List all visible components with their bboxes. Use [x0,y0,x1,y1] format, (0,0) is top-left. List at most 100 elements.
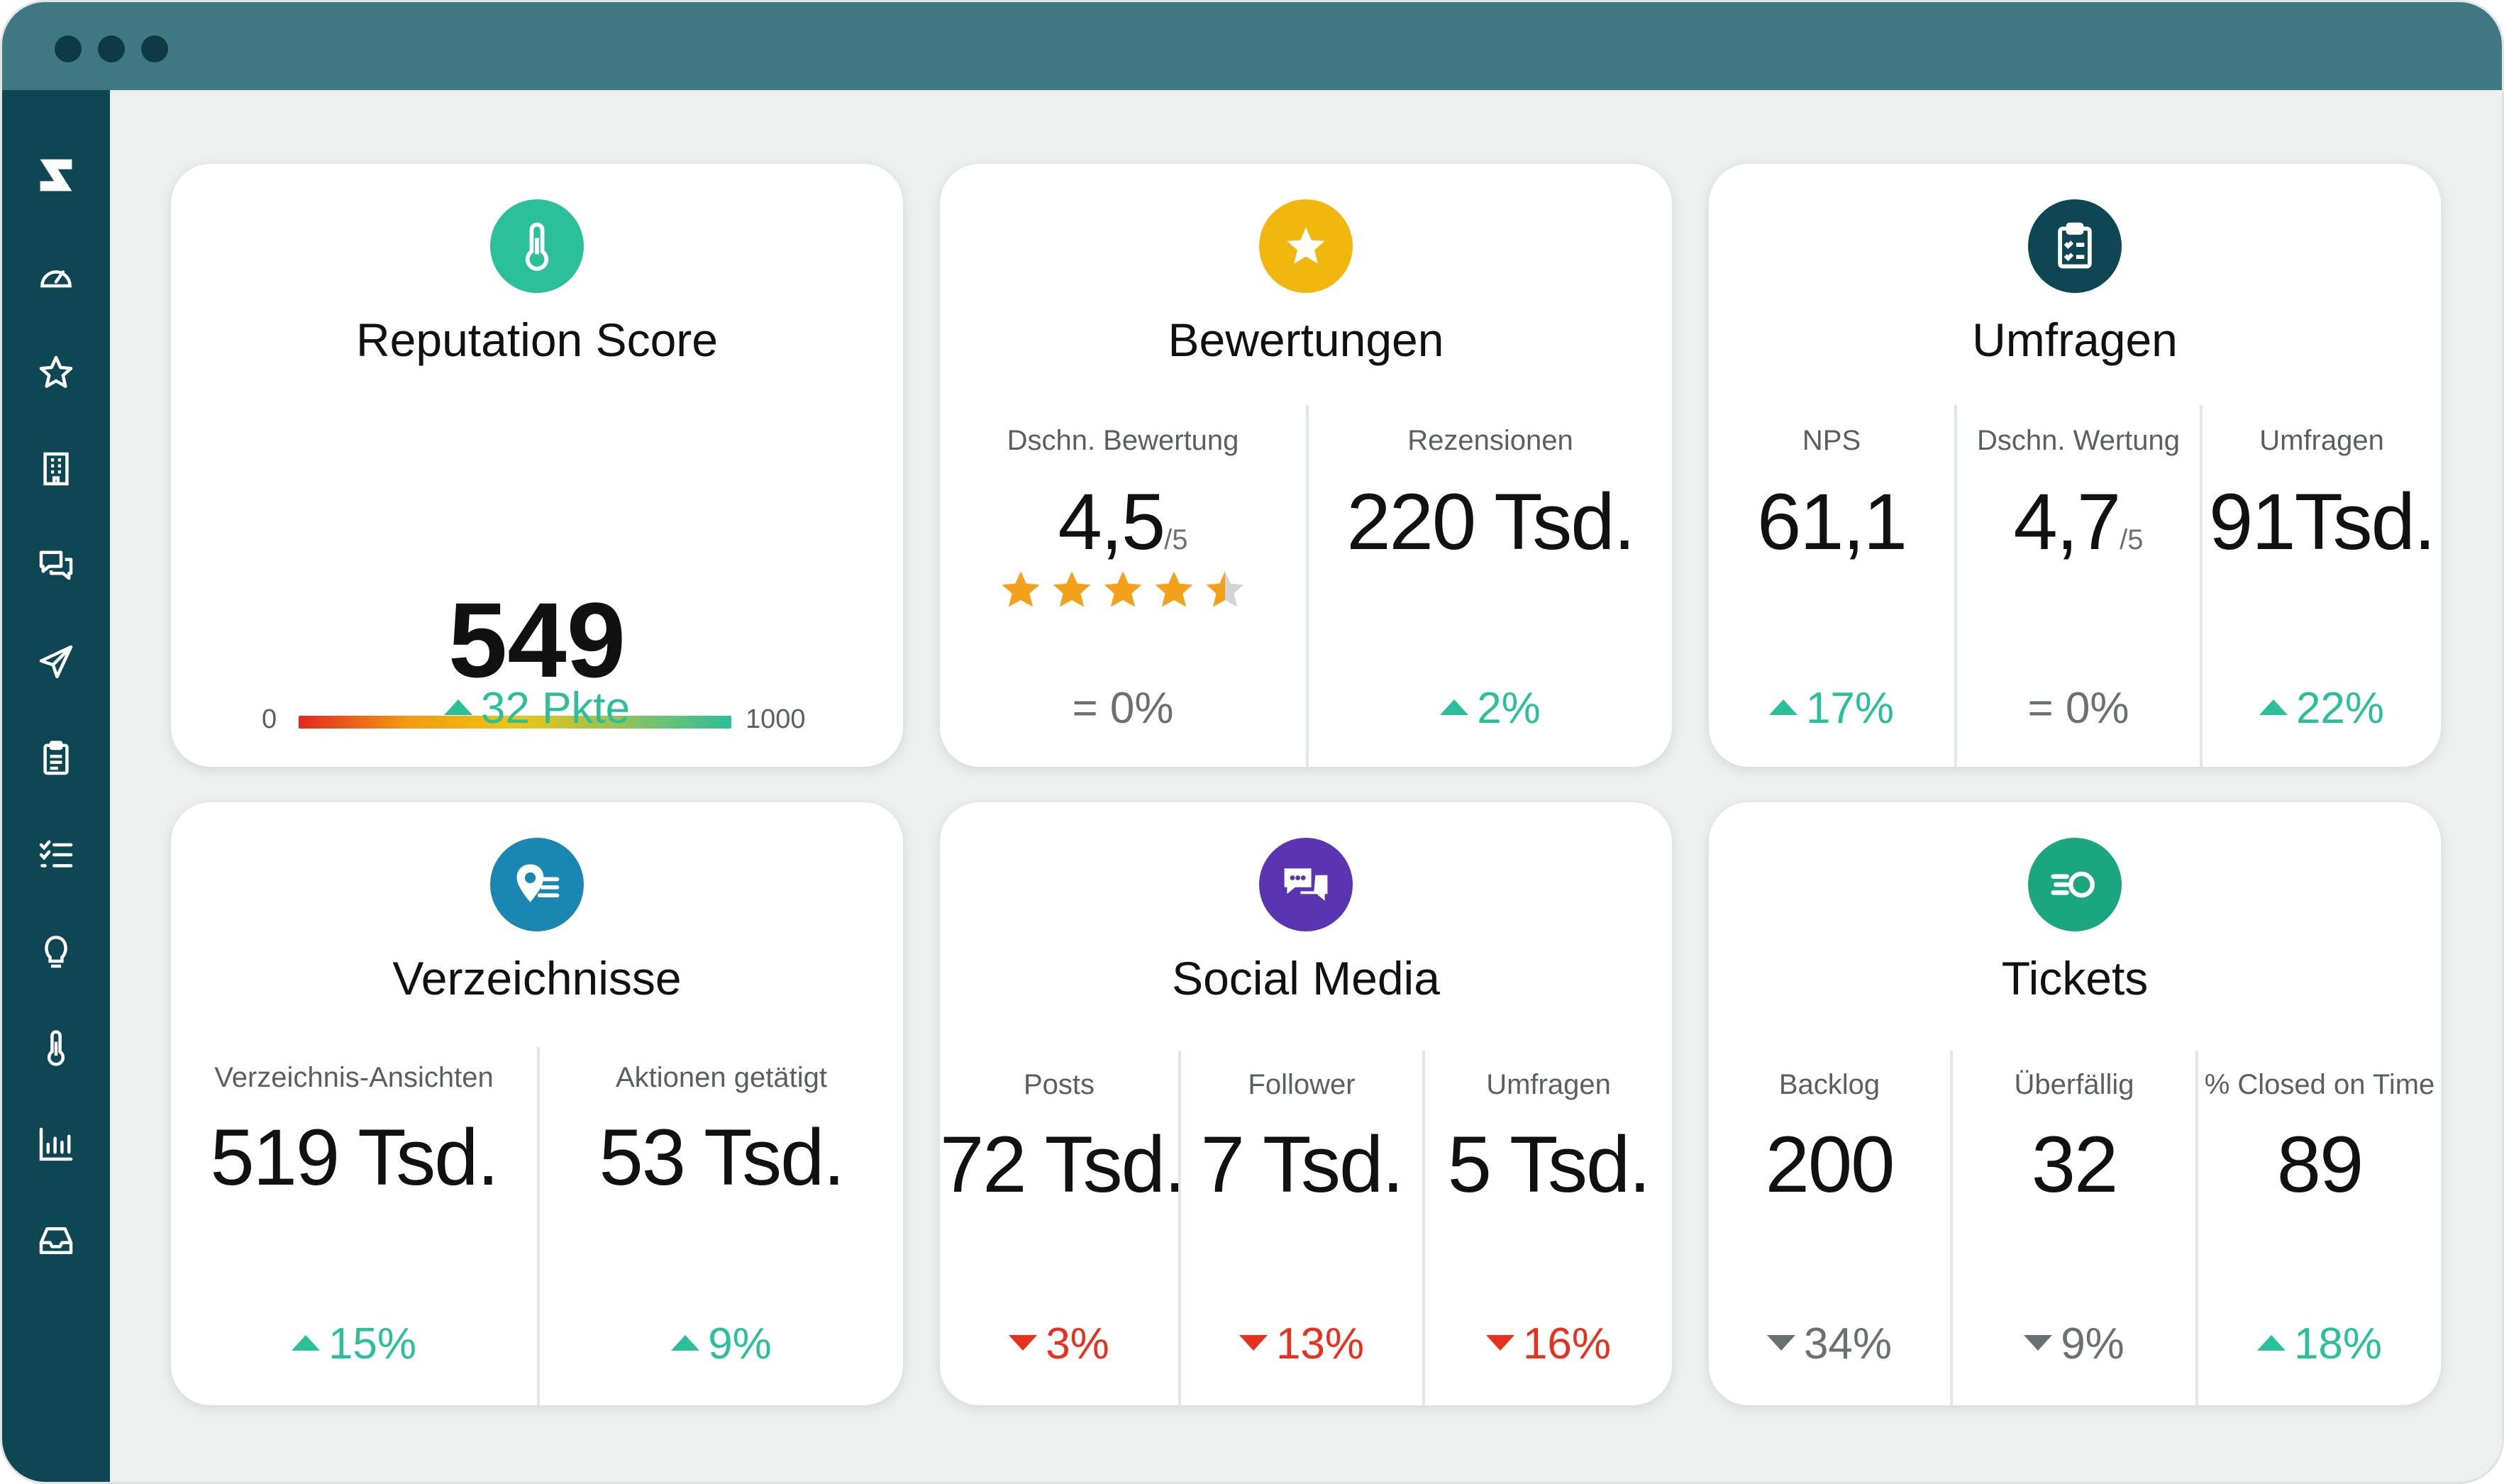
trend-down-icon [1485,1334,1514,1351]
column-divider [1950,1051,1953,1405]
avg-rating-trend: = 0% [1072,684,1174,733]
overdue-value: 32 [2031,1120,2119,1209]
trend-down-icon [1239,1334,1268,1351]
listing-views-column: Verzeichnis-Ansichten 519 Tsd. 15% [171,802,537,1405]
followers-value: 7 Tsd. [1200,1120,1405,1209]
listing-views-trend: 15% [171,1319,537,1369]
closed-on-time-trend: 18% [2198,1319,2441,1369]
survey-count-trend: 22% [2203,683,2441,733]
avg-score-value: 4,7/5 [2013,477,2144,566]
star-icon [1259,199,1353,293]
review-count-label: Rezensionen [1407,425,1573,456]
column-divider [2200,405,2203,767]
score-range-min: 0 [262,704,277,734]
star-full-icon [1002,571,1040,607]
social-surveys-trend: 16% [1425,1319,1672,1369]
trend-up-icon [291,1334,320,1351]
survey-count-column: Umfragen 91Tsd. 22% [2203,164,2441,767]
trend-down-icon [1766,1334,1795,1351]
star-half-icon [1206,571,1244,607]
avg-rating-column: Dschn. Bewertung 4,5/5 = 0% [940,164,1306,767]
card-title: Social Media [1172,952,1440,1004]
overdue-column: Überfällig 32 9% [1953,802,2195,1405]
backlog-label: Backlog [1778,1069,1880,1100]
star-icon[interactable] [35,351,77,394]
closed-on-time-label: % Closed on Time [2204,1069,2435,1100]
star-full-icon [1053,571,1091,607]
listing-actions-trend: 9% [540,1319,903,1369]
backlog-value: 200 [1765,1120,1895,1209]
column-divider [1306,405,1309,767]
social-media-card[interactable]: Social Media Posts 72 Tsd. 3% Follower 7… [940,802,1672,1405]
column-divider [1954,405,1957,767]
reviews-card[interactable]: Bewertungen Dschn. Bewertung 4,5/5 = 0% … [940,164,1672,767]
trend-neutral-icon: = [2027,684,2066,733]
clipboard-icon[interactable] [35,737,77,780]
overdue-label: Überfällig [2014,1069,2134,1100]
closed-on-time-value: 89 [2276,1120,2364,1209]
followers-label: Follower [1248,1069,1356,1100]
sidebar [2,90,110,1482]
clipboard-icon [2028,199,2122,293]
chat-bubbles-icon [1259,838,1353,931]
closed-on-time-column: % Closed on Time 89 18% [2198,802,2441,1405]
nps-column: NPS 61,1 17% [1709,164,1954,767]
dashboard-icon[interactable] [35,255,77,297]
posts-column: Posts 72 Tsd. 3% [940,802,1186,1405]
score-gradient-bar [299,716,731,729]
window-maximize-dot[interactable] [141,35,168,62]
star-full-icon [1155,571,1193,607]
posts-value: 72 Tsd. [940,1120,1186,1209]
checklist-icon[interactable] [35,834,77,876]
survey-count-value: 91Tsd. [2209,477,2436,566]
trend-up-icon [443,699,472,715]
card-title: Umfragen [1972,314,2178,366]
score-range-max: 1000 [746,704,806,734]
backlog-column: Backlog 200 34% [1709,802,1950,1405]
card-title: Tickets [2001,952,2149,1004]
social-surveys-value: 5 Tsd. [1447,1120,1651,1209]
survey-count-label: Umfragen [2259,425,2384,456]
review-count-trend: 2% [1309,683,1672,733]
nps-value: 61,1 [1757,477,1907,566]
trend-up-icon [1768,699,1797,715]
column-divider [2195,1051,2198,1405]
building-icon[interactable] [35,448,77,490]
trend-down-icon [1009,1334,1038,1351]
avg-score-trend: = 0% [2027,684,2129,733]
chat-icon[interactable] [35,544,77,587]
bar-chart-icon[interactable] [35,1123,77,1165]
window-close-dot[interactable] [55,35,82,62]
window-minimize-dot[interactable] [98,35,125,62]
card-title: Bewertungen [1168,314,1444,366]
review-count-value: 220 Tsd. [1346,477,1635,566]
social-surveys-column: Umfragen 5 Tsd. 16% [1425,802,1672,1405]
listings-card[interactable]: Verzeichnisse Verzeichnis-Ansichten 519 … [171,802,903,1405]
listing-actions-label: Aktionen getätigt [616,1062,827,1093]
posts-label: Posts [1023,1069,1095,1100]
avg-score-column: Dschn. Wertung 4,7/5 = 0% [1957,164,2200,767]
column-divider [537,1047,540,1405]
card-title: Verzeichnisse [392,952,682,1004]
send-icon[interactable] [35,641,77,683]
reputation-score-value: 549 [448,580,626,699]
trend-up-icon [1440,699,1469,715]
posts-trend: 3% [940,1319,1178,1369]
lightbulb-icon[interactable] [35,930,77,973]
followers-trend: 13% [1181,1319,1422,1369]
trend-up-icon [671,1334,700,1351]
avg-rating-label: Dschn. Bewertung [1007,425,1239,456]
review-count-column: Rezensionen 220 Tsd. 2% [1309,164,1672,767]
followers-column: Follower 7 Tsd. 13% [1181,802,1422,1405]
tickets-card[interactable]: Tickets Backlog 200 34% Überfällig 32 9%… [1709,802,2441,1405]
reputation-score-card[interactable]: Reputation Score 549 0 1000 32 Pkte [171,164,903,767]
location-list-icon [490,838,584,931]
thermometer-icon[interactable] [35,1026,77,1069]
logo-icon[interactable] [35,154,77,196]
inbox-icon[interactable] [35,1219,77,1262]
surveys-card[interactable]: Umfragen NPS 61,1 17% Dschn. Wertung 4,7… [1709,164,2441,767]
ticket-speed-icon [2028,838,2122,931]
reputation-trend: 32 Pkte [171,683,903,733]
trend-up-icon [2259,699,2288,715]
